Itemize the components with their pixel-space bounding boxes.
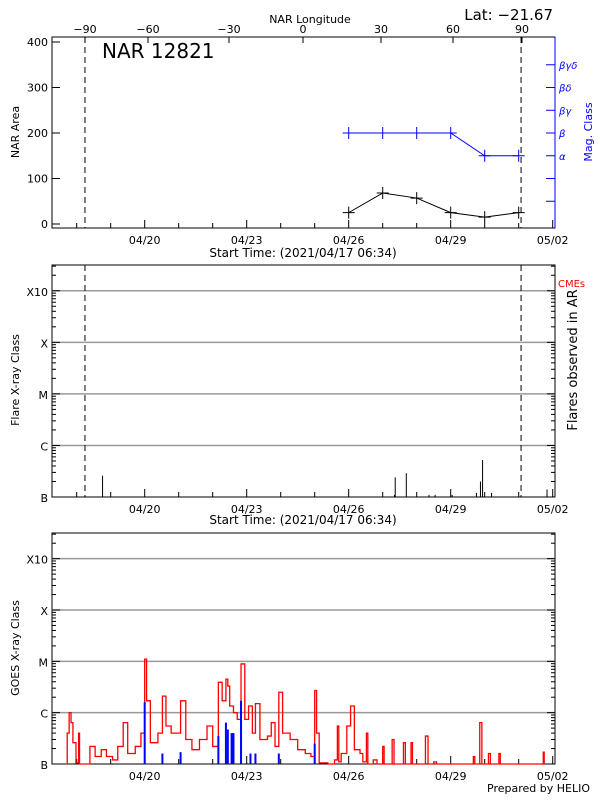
x-tick-label: 04/26 [333,234,365,247]
goes-flux-line [66,658,545,765]
x-tick-label: 04/20 [129,503,161,516]
x-tick-label: 04/29 [435,770,467,783]
flare-xlabel: Start Time: (2021/04/17 06:34) [209,513,396,527]
y-tick-label: M [39,656,49,669]
flare-ylabel: Flare X-ray Class [9,334,22,426]
lat-label: Lat: −21.67 [464,6,553,24]
mag-class-point [376,127,389,139]
panel-frame-1 [51,264,556,498]
area-point [444,206,457,219]
cmes-legend: CMEs [558,279,585,290]
x-tick-label: 04/26 [333,503,365,516]
y-tick-label: X [40,337,48,350]
mag-tick-label: βγδ [558,61,577,72]
y-tick-label: X10 [26,286,48,299]
x-tick-label: 04/23 [231,234,263,247]
lon-tick-label: −60 [136,23,159,36]
lon-tick-label: 60 [446,23,460,36]
mag-class-point [478,149,491,162]
mag-tick-label: βδ [558,84,572,95]
flares-observed-label: Flares observed in AR [566,289,581,430]
x-tick-label: 04/23 [231,503,263,516]
mag-class-point [342,127,355,139]
y-tick-label: 300 [27,82,48,95]
area-line [348,192,519,218]
area-point [478,211,491,224]
lon-tick-label: −30 [217,23,240,36]
x-tick-label: 05/02 [537,770,569,783]
mag-class-point [512,149,525,162]
mag-class-point [410,127,423,139]
mag-tick-label: α [559,152,566,163]
x-tick-label: 04/20 [129,770,161,783]
y-tick-label: 100 [27,173,48,186]
panel-frame-0 [51,36,556,229]
prepared-by-label: Prepared by HELIO [487,782,590,795]
mag-class-ylabel: Mag. Class [582,102,595,161]
y-tick-label: X10 [26,554,48,567]
lon-tick-label: 90 [515,23,529,36]
area-point [342,206,355,219]
x-tick-label: 04/29 [435,503,467,516]
mag-class-point [444,127,457,139]
y-tick-label: 200 [27,127,48,140]
y-tick-label: X [40,605,48,618]
area-point [512,206,525,219]
lon-tick-label: −90 [73,23,96,36]
y-tick-label: 400 [27,36,48,49]
mag-tick-label: βγ [558,106,572,117]
y-tick-label: B [40,759,48,772]
x-tick-label: 04/26 [333,770,365,783]
mag-tick-label: β [558,129,566,140]
lon-tick-label: 0 [300,23,307,36]
y-tick-label: C [40,708,48,721]
lon-tick-label: 30 [374,23,388,36]
panel-frame-2 [51,532,556,765]
nar-xlabel: Start Time: (2021/04/17 06:34) [209,246,396,260]
y-tick-label: C [40,440,48,453]
chart-marks [66,37,554,765]
top-axis-title: NAR Longitude [269,13,351,26]
x-tick-label: 05/02 [537,503,569,516]
x-tick-label: 04/20 [129,234,161,247]
area-point [410,192,423,205]
y-tick-label: M [39,389,49,402]
x-tick-label: 04/23 [231,770,263,783]
x-tick-label: 04/29 [435,234,467,247]
goes-ylabel: GOES X-ray Class [9,600,22,696]
y-tick-label: 0 [41,218,48,231]
y-tick-label: B [40,492,48,505]
x-tick-label: 05/02 [537,234,569,247]
mag-class-line [348,132,519,157]
panel-frames: 04/20 04/23 04/26 04/29 05/02 04/20 04/23 04/26… [26,23,577,783]
area-point [376,187,389,200]
region-title: NAR 12821 [102,39,215,63]
nar-area-ylabel: NAR Area [9,106,22,158]
